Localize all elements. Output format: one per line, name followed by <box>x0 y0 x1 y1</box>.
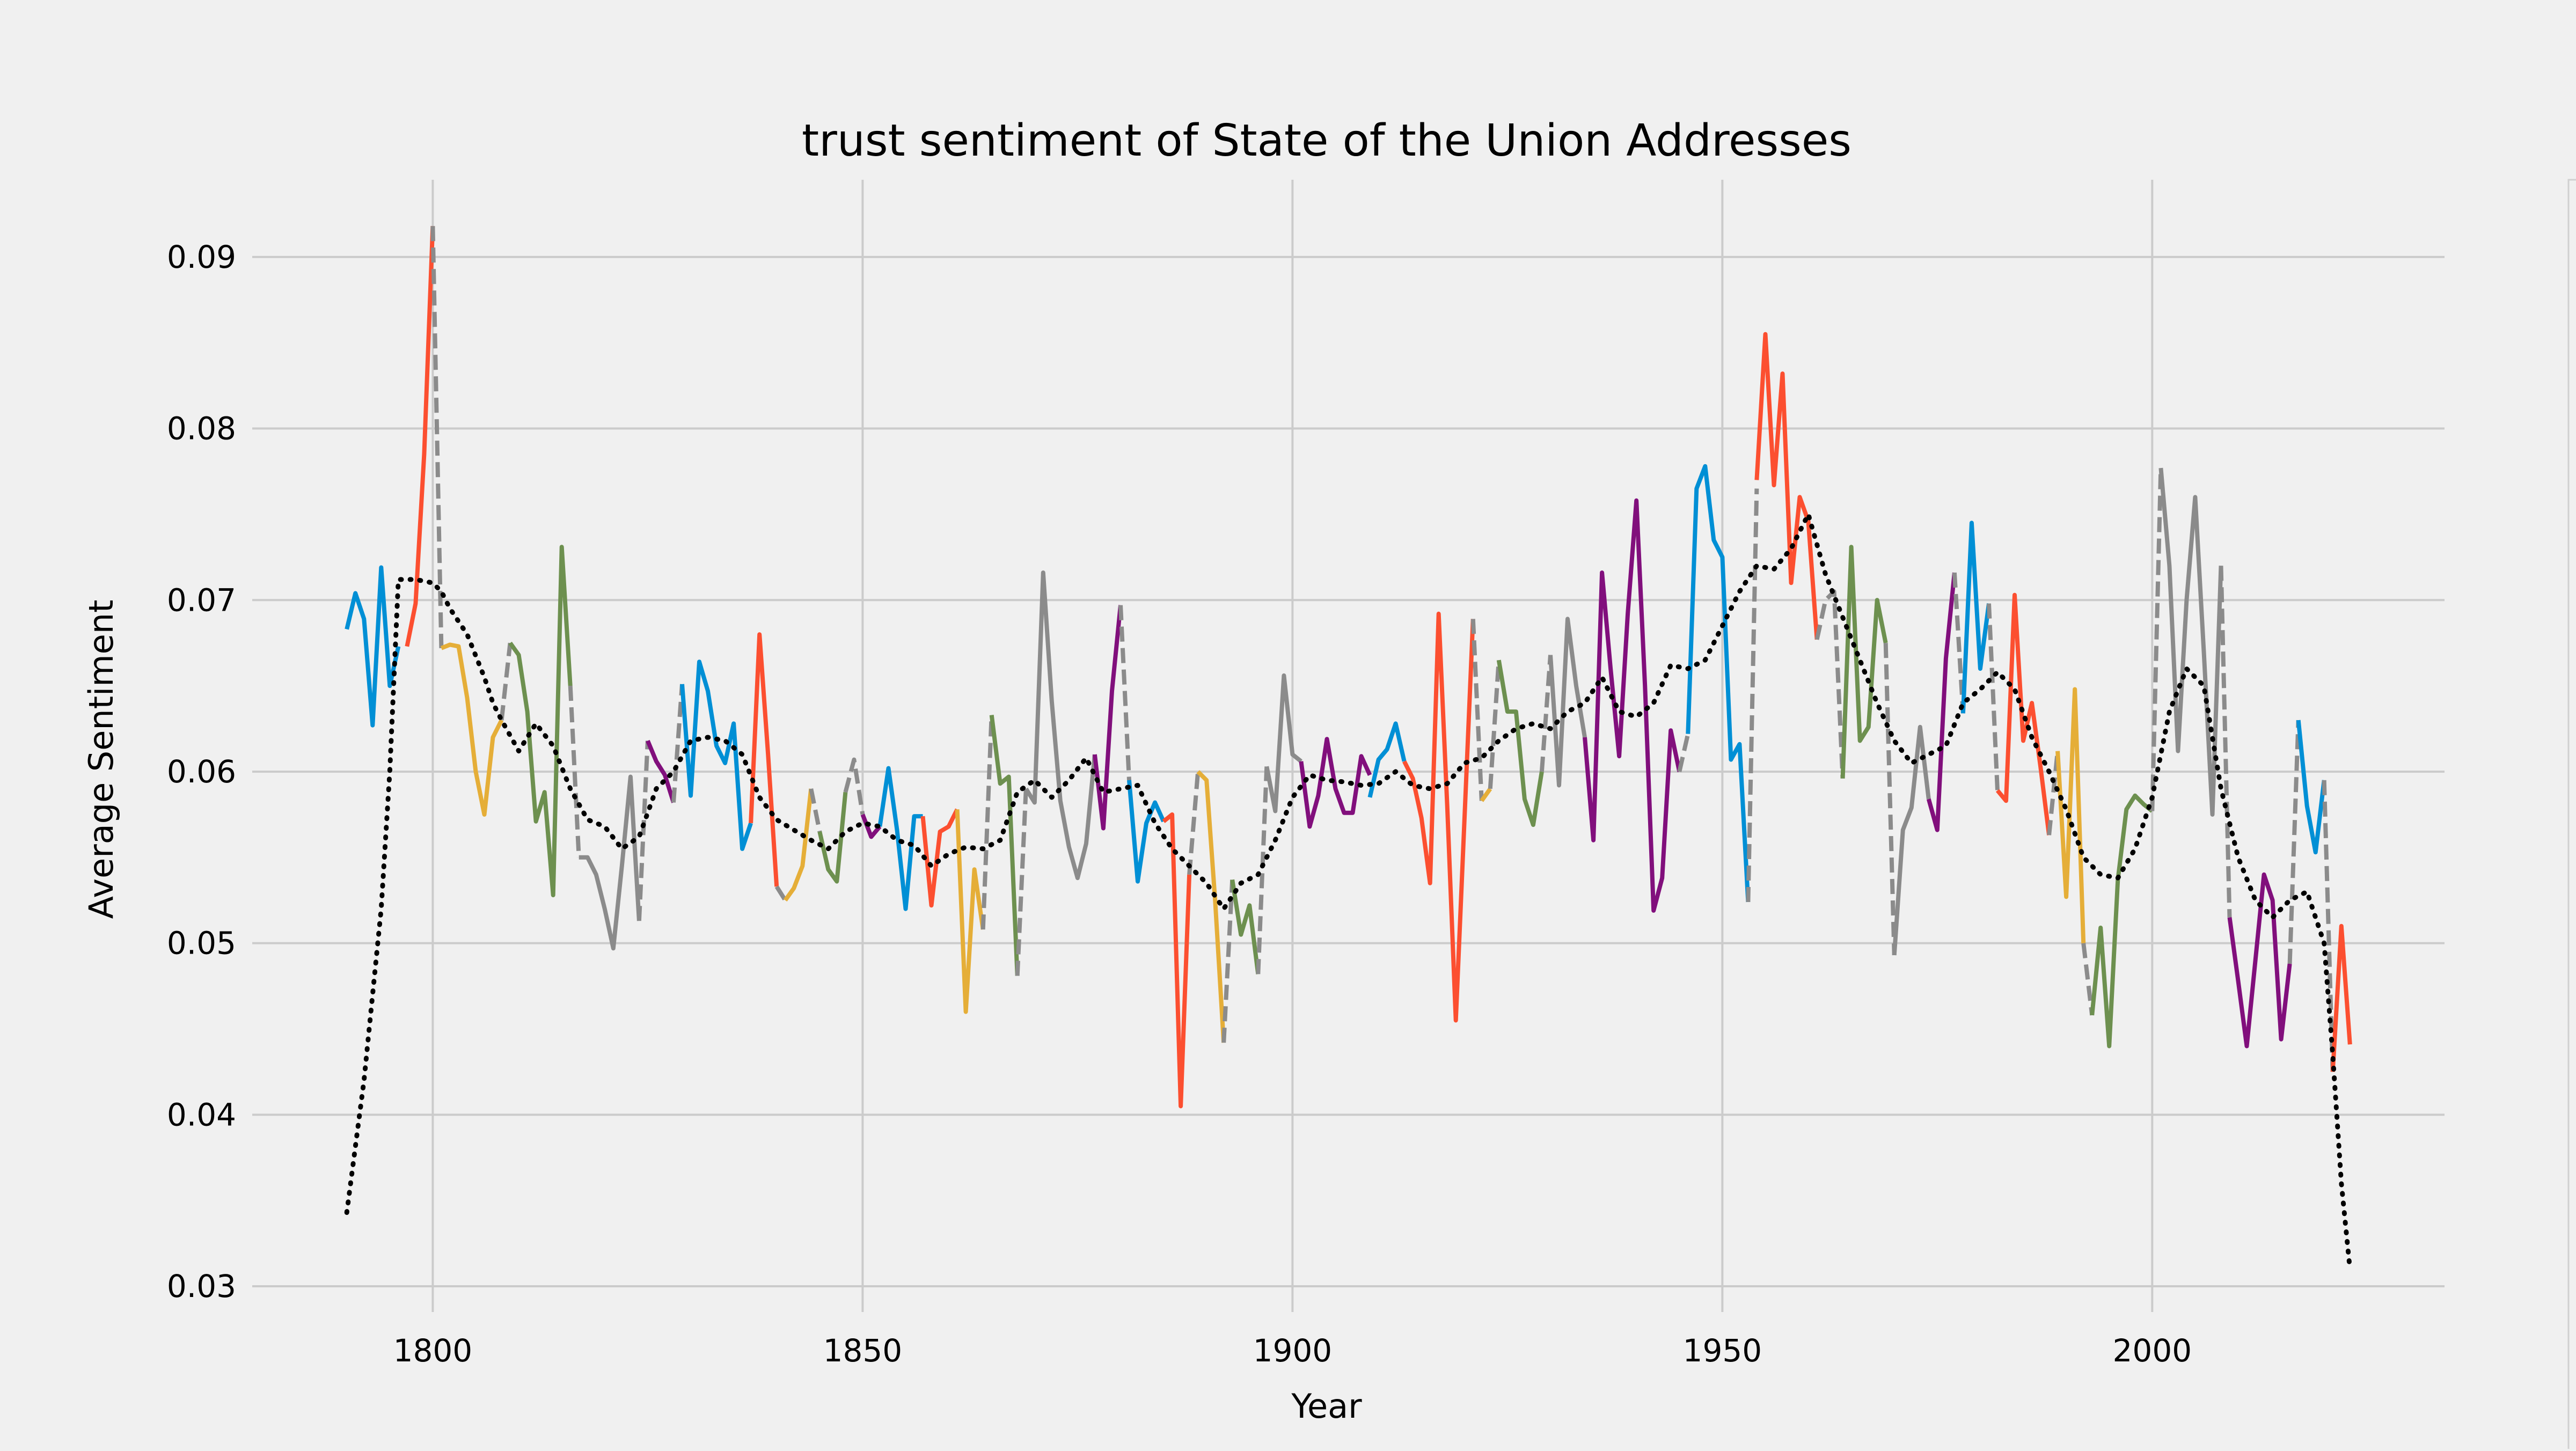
series-line-purple-solid <box>1092 605 1123 831</box>
x-axis-label: Year <box>1291 1387 1362 1426</box>
series-line-blue-solid <box>345 565 401 728</box>
series-line-gray-dashed <box>671 684 684 803</box>
y-tick-label: 0.07 <box>167 582 236 618</box>
series-line-gray-dashed <box>2219 566 2232 918</box>
x-tick-label: 1800 <box>393 1332 473 1369</box>
series-line-gray-dashed <box>1118 605 1131 781</box>
series-line-gray-dashed <box>1470 619 1484 801</box>
series-line-yellow-solid <box>2055 687 2086 943</box>
series-line-gray-dashed <box>499 642 513 721</box>
y-tick-label: 0.05 <box>167 925 236 962</box>
series-line-yellow-solid <box>955 809 985 1014</box>
y-tick-label: 0.04 <box>167 1096 236 1133</box>
series-line-purple-solid <box>646 739 676 803</box>
series-line-yellow-solid <box>783 788 814 902</box>
series-line-blue-solid <box>1367 721 1407 798</box>
x-tick-label: 1950 <box>1683 1332 1762 1369</box>
x-tick-label: 1900 <box>1253 1332 1333 1369</box>
series-line-gray-solid <box>2158 467 2223 817</box>
series-line-purple-solid <box>860 814 882 839</box>
series-line-gray-dashed <box>1952 572 1965 714</box>
series-line-gray-dashed <box>1015 788 1028 976</box>
x-tick-label: 1850 <box>823 1332 903 1369</box>
y-tick-label: 0.09 <box>167 239 236 275</box>
series-line-gray-dashed <box>636 741 650 921</box>
series-line-gray-dashed <box>1746 488 1759 902</box>
series-line-blue-solid <box>2296 720 2326 855</box>
series-line-yellow-solid <box>440 642 504 817</box>
series-line-gray-dashed <box>774 885 787 902</box>
series-line-gray-dashed <box>1814 589 1845 779</box>
series-line-gray-dashed <box>430 226 444 648</box>
y-tick-label: 0.03 <box>167 1268 236 1305</box>
tick-labels: 1800 1850 1900 1950 2000 0.03 0.04 0.05 0.06 0.07… <box>167 239 2192 1369</box>
x-tick-label: 2000 <box>2113 1332 2192 1369</box>
series-line-gray-dashed <box>1187 771 1201 875</box>
series-line-gray-solid <box>1892 724 1931 956</box>
series-line-red-solid <box>749 632 779 887</box>
y-tick-label: 0.06 <box>167 753 236 790</box>
series-line-gray-solid <box>1024 570 1097 881</box>
series-line-gray-dashed <box>2150 467 2163 811</box>
series-line-gray-dashed <box>980 715 994 930</box>
series-line-purple-solid <box>1583 498 1682 913</box>
series-line-green-solid <box>1230 879 1261 974</box>
series-line-gray-dashed <box>1539 655 1553 772</box>
series-line-green-solid <box>508 545 573 898</box>
series-line-red-solid <box>2330 924 2352 1072</box>
series-line-red-solid <box>1162 812 1192 1109</box>
series-line-green-solid <box>1840 545 1888 779</box>
y-axis-label: Average Sentiment <box>82 600 121 919</box>
series-line-gray-dashed <box>1987 603 2000 791</box>
series-line-black-dotted <box>344 511 2353 1272</box>
series-line-green-solid <box>989 715 1020 976</box>
series-line-blue-solid <box>680 659 753 851</box>
series-lines <box>344 226 2353 1272</box>
series-line-gray-solid <box>1264 673 1302 814</box>
series-line-red-solid <box>1402 611 1475 1023</box>
series-line-gray-solid <box>1548 617 1587 788</box>
series-line-gray-dashed <box>1677 733 1690 772</box>
series-line-gray-dashed <box>1883 643 1897 956</box>
legend-box <box>2567 179 2576 1451</box>
chart-title: trust sentiment of State of the Union Ad… <box>802 115 1851 166</box>
series-line-red-solid <box>1995 592 2052 836</box>
series-line-gray-dashed <box>1221 880 1235 1043</box>
series-line-purple-solid <box>2227 872 2292 1049</box>
series-line-gray-dashed <box>1488 659 1501 789</box>
series-line-gray-dashed <box>568 685 581 858</box>
series-line-purple-solid <box>1299 737 1372 829</box>
series-line-gray-dashed <box>2322 780 2335 1072</box>
series-line-blue-solid <box>1960 521 1991 714</box>
series-line-gray-dashed <box>809 788 822 832</box>
series-line-red-solid <box>920 808 960 908</box>
series-line-purple-solid <box>1926 572 1957 832</box>
series-line-green-solid <box>1496 659 1544 827</box>
series-line-gray-dashed <box>1256 766 1269 974</box>
series-line-blue-solid <box>1686 464 1751 903</box>
series-line-gray-dashed <box>2081 943 2095 1016</box>
series-line-gray-dashed <box>2047 751 2060 836</box>
series-line-gray-solid <box>579 774 641 951</box>
series-line-green-solid <box>2090 793 2154 1049</box>
series-line-yellow-solid <box>1480 787 1492 802</box>
series-line-gray-dashed <box>843 757 865 815</box>
series-line-blue-solid <box>877 766 923 911</box>
series-line-red-solid <box>405 226 435 647</box>
series-line-yellow-solid <box>1196 770 1226 1043</box>
y-tick-label: 0.08 <box>167 411 236 447</box>
series-line-gray-dashed <box>2287 720 2301 964</box>
series-line-blue-solid <box>1127 780 1166 884</box>
